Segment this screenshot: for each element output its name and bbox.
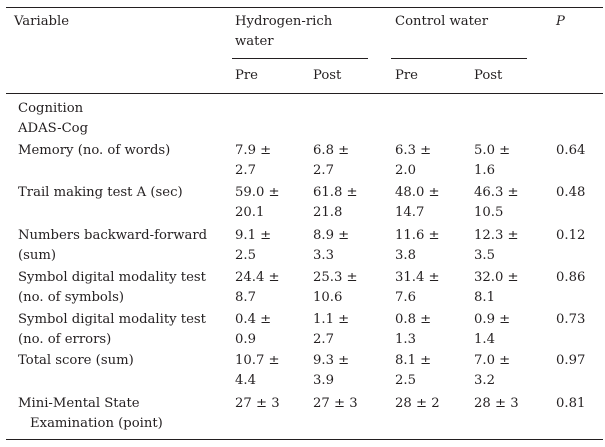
h2-pre-value: 4.4 (235, 373, 256, 388)
control-post-value: 46.3 ± (474, 185, 519, 200)
h2-group-underline (232, 58, 368, 59)
control-post-value: 3.5 (474, 248, 495, 263)
control-post-value: 1.4 (474, 332, 495, 347)
p-value: 0.64 (556, 143, 586, 158)
control-pre-value: 31.4 ± (395, 270, 440, 285)
h2-pre-value: 7.9 ± (235, 143, 272, 158)
row-label: Trail making test A (sec) (18, 185, 183, 200)
row-label: Examination (point) (30, 416, 163, 431)
control-pre-value: 28 ± 2 (395, 396, 440, 411)
h2-post-value: 21.8 (313, 205, 343, 220)
control-group-underline (391, 58, 527, 59)
p-value: 0.73 (556, 312, 586, 327)
control-pre-value: 6.3 ± (395, 143, 432, 158)
h2-post-value: 3.9 (313, 373, 334, 388)
p-value-header: P (556, 14, 565, 29)
row-label: Mini-Mental State (18, 396, 140, 411)
h2-pre-value: 10.7 ± (235, 353, 280, 368)
row-label: Total score (sum) (18, 353, 134, 368)
h2-pre-value: 9.1 ± (235, 228, 272, 243)
control-pre-value: 11.6 ± (395, 228, 440, 243)
h2-post-value: 8.9 ± (313, 228, 350, 243)
h2-pre-header: Pre (235, 68, 258, 83)
h2-post-value: 2.7 (313, 332, 334, 347)
h2-pre-value: 27 ± 3 (235, 396, 280, 411)
control-group-header: Control water (395, 14, 489, 29)
row-label: Numbers backward-forward (18, 228, 208, 243)
h2-post-value: 25.3 ± (313, 270, 358, 285)
row-label: Symbol digital modality test (18, 312, 206, 327)
control-pre-value: 3.8 (395, 248, 416, 263)
row-label: (no. of errors) (18, 332, 112, 347)
control-pre-value: 48.0 ± (395, 185, 440, 200)
control-post-value: 5.0 ± (474, 143, 511, 158)
h2-post-value: 9.3 ± (313, 353, 350, 368)
p-value: 0.81 (556, 396, 586, 411)
row-label: Symbol digital modality test (18, 270, 206, 285)
control-post-value: 0.9 ± (474, 312, 511, 327)
h2-pre-value: 2.5 (235, 248, 256, 263)
row-label: (sum) (18, 248, 57, 263)
control-post-value: 8.1 (474, 290, 495, 305)
control-pre-header: Pre (395, 68, 418, 83)
h2-post-value: 61.8 ± (313, 185, 358, 200)
control-pre-value: 2.0 (395, 163, 416, 178)
h2-pre-value: 0.9 (235, 332, 256, 347)
table-bottom-rule (6, 439, 603, 440)
h2-group-header-line1: Hydrogen-rich (235, 14, 333, 29)
h2-post-value: 27 ± 3 (313, 396, 358, 411)
section-adas-cog: ADAS-Cog (18, 121, 89, 136)
control-post-value: 28 ± 3 (474, 396, 519, 411)
h2-post-value: 2.7 (313, 163, 334, 178)
control-post-header: Post (474, 68, 503, 83)
variable-header: Variable (14, 14, 70, 29)
h2-pre-value: 59.0 ± (235, 185, 280, 200)
row-label: Memory (no. of words) (18, 143, 171, 158)
p-value: 0.86 (556, 270, 586, 285)
p-value: 0.48 (556, 185, 586, 200)
h2-pre-value: 2.7 (235, 163, 256, 178)
control-pre-value: 2.5 (395, 373, 416, 388)
control-pre-value: 0.8 ± (395, 312, 432, 327)
table-top-rule (6, 7, 603, 8)
h2-pre-value: 20.1 (235, 205, 265, 220)
h2-post-header: Post (313, 68, 342, 83)
header-bottom-rule (6, 93, 603, 94)
control-post-value: 3.2 (474, 373, 495, 388)
h2-post-value: 6.8 ± (313, 143, 350, 158)
h2-post-value: 1.1 ± (313, 312, 350, 327)
h2-pre-value: 24.4 ± (235, 270, 280, 285)
control-post-value: 10.5 (474, 205, 504, 220)
h2-pre-value: 8.7 (235, 290, 256, 305)
h2-post-value: 3.3 (313, 248, 334, 263)
h2-pre-value: 0.4 ± (235, 312, 272, 327)
control-post-value: 7.0 ± (474, 353, 511, 368)
h2-group-header-line2: water (235, 34, 274, 49)
control-post-value: 1.6 (474, 163, 495, 178)
control-post-value: 32.0 ± (474, 270, 519, 285)
section-cognition: Cognition (18, 101, 84, 116)
p-value: 0.12 (556, 228, 586, 243)
row-label: (no. of symbols) (18, 290, 124, 305)
control-pre-value: 14.7 (395, 205, 425, 220)
control-pre-value: 8.1 ± (395, 353, 432, 368)
control-post-value: 12.3 ± (474, 228, 519, 243)
control-pre-value: 7.6 (395, 290, 416, 305)
control-pre-value: 1.3 (395, 332, 416, 347)
p-value: 0.97 (556, 353, 586, 368)
h2-post-value: 10.6 (313, 290, 343, 305)
